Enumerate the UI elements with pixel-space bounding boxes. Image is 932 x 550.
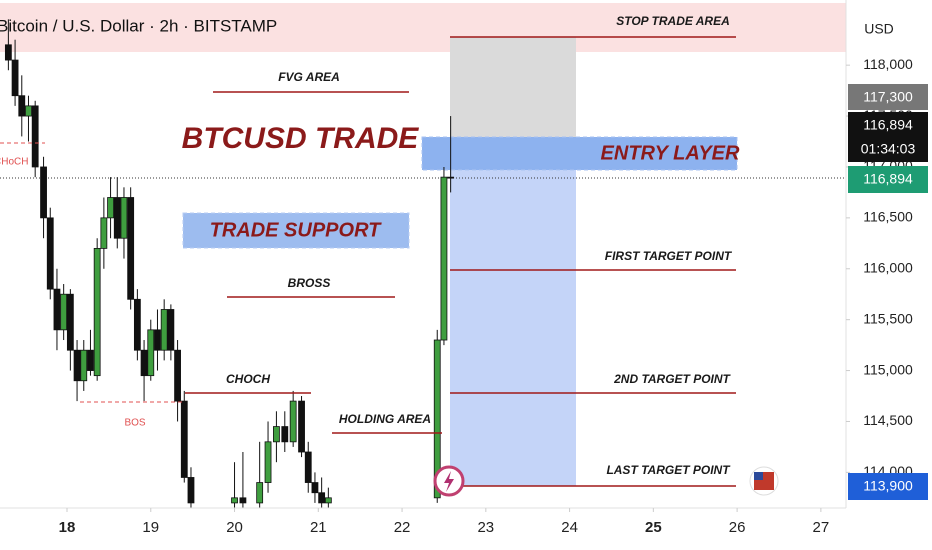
x-tick-label: 22 bbox=[394, 519, 411, 536]
close-tag-text: 116,894 bbox=[863, 171, 913, 187]
candle-body bbox=[127, 197, 135, 300]
candle-body bbox=[281, 426, 289, 443]
candle-body bbox=[264, 441, 272, 483]
candle-body bbox=[53, 288, 61, 331]
candle-body bbox=[311, 482, 319, 494]
last-tag-text: 116,894 bbox=[863, 117, 913, 133]
candle-body bbox=[60, 293, 68, 331]
x-tick-label: 24 bbox=[561, 519, 578, 536]
candle-body bbox=[100, 217, 108, 249]
candle-body bbox=[113, 197, 121, 239]
support-label: TRADE SUPPORT bbox=[210, 219, 383, 241]
y-tick-label: 115,500 bbox=[863, 310, 913, 326]
candle-body bbox=[239, 497, 247, 504]
risk-zone bbox=[450, 37, 576, 137]
candle-body bbox=[447, 176, 455, 179]
candles bbox=[4, 19, 455, 508]
reward-zone bbox=[450, 170, 576, 486]
candle-body bbox=[66, 293, 74, 351]
candle-body bbox=[93, 248, 101, 377]
candle-body bbox=[231, 497, 238, 504]
candle-body bbox=[440, 176, 448, 341]
candle-body bbox=[31, 105, 39, 168]
choch-left-label: CHoCH bbox=[0, 157, 28, 168]
x-tick-label: 23 bbox=[477, 519, 494, 536]
y-tick-label: 116,500 bbox=[863, 209, 913, 225]
countdown: 01:34:03 bbox=[861, 141, 916, 157]
holding-label: HOLDING AREA bbox=[339, 412, 431, 426]
choch-label: CHOCH bbox=[226, 372, 270, 386]
candle-body bbox=[25, 105, 32, 117]
candle-body bbox=[46, 217, 54, 290]
target-tag bbox=[848, 473, 928, 500]
last-target-label: LAST TARGET POINT bbox=[606, 463, 731, 477]
candle-body bbox=[107, 197, 114, 219]
candle-body bbox=[174, 349, 181, 402]
candle-body bbox=[304, 451, 312, 483]
x-tick-label: 25 bbox=[645, 519, 662, 536]
y-tick-label: 118,000 bbox=[863, 56, 913, 72]
x-tick-label: 19 bbox=[142, 519, 159, 536]
candle-body bbox=[120, 197, 128, 239]
bolt-glyph bbox=[444, 471, 454, 492]
candle-body bbox=[73, 349, 81, 382]
x-tick-label: 20 bbox=[226, 519, 243, 536]
last-tag bbox=[848, 112, 928, 162]
close-tag bbox=[848, 166, 928, 193]
x-tick-label: 21 bbox=[310, 519, 327, 536]
bos-label: BOS bbox=[124, 418, 145, 429]
candle-body bbox=[133, 298, 141, 351]
candle-body bbox=[160, 309, 168, 351]
y-tick-label: 114,500 bbox=[863, 412, 913, 428]
candle-body bbox=[318, 492, 326, 504]
candle-body bbox=[289, 400, 297, 443]
candle-body bbox=[324, 497, 332, 504]
support-box bbox=[182, 212, 410, 249]
candle-body bbox=[4, 44, 12, 61]
candle-body bbox=[147, 329, 155, 377]
candle-body bbox=[87, 349, 94, 371]
x-tick-label: 26 bbox=[729, 519, 746, 536]
x-tick-label: 18 bbox=[59, 519, 76, 536]
candle-body bbox=[140, 349, 148, 377]
candle-body bbox=[180, 400, 188, 478]
candle-body bbox=[273, 426, 280, 443]
candle-body bbox=[167, 309, 175, 351]
y-tick-label: 116,000 bbox=[863, 259, 913, 275]
candle-body bbox=[18, 95, 26, 117]
entry-label: ENTRY LAYER bbox=[601, 142, 740, 164]
candle-body bbox=[187, 477, 195, 504]
second-target-label: 2ND TARGET POINT bbox=[613, 372, 731, 386]
bross-label: BROSS bbox=[288, 276, 331, 290]
first-target-label: FIRST TARGET POINT bbox=[605, 249, 733, 263]
candle-body bbox=[80, 349, 88, 382]
candle-body bbox=[154, 329, 161, 351]
marker-tag-text: 117,300 bbox=[863, 89, 913, 105]
candle-body bbox=[40, 166, 47, 219]
stop-band bbox=[0, 3, 846, 52]
candle-body bbox=[433, 339, 441, 499]
fvg-label: FVG AREA bbox=[278, 70, 340, 84]
flag-canton bbox=[754, 472, 763, 480]
candle-body bbox=[256, 482, 264, 504]
header: Bitcoin / U.S. Dollar · 2h · BITSTAMP bbox=[0, 16, 277, 35]
x-tick-label: 27 bbox=[813, 519, 830, 536]
stop-label: STOP TRADE AREA bbox=[616, 14, 730, 28]
marker-tag bbox=[848, 84, 928, 110]
heading: BTCUSD TRADE bbox=[182, 122, 420, 155]
entry-box bbox=[421, 136, 738, 171]
y-tick-label: 115,000 bbox=[863, 361, 913, 377]
target-tag-text: 113,900 bbox=[863, 478, 913, 494]
currency: USD bbox=[864, 21, 894, 37]
candle-body bbox=[298, 400, 305, 453]
candle-body bbox=[11, 59, 19, 97]
